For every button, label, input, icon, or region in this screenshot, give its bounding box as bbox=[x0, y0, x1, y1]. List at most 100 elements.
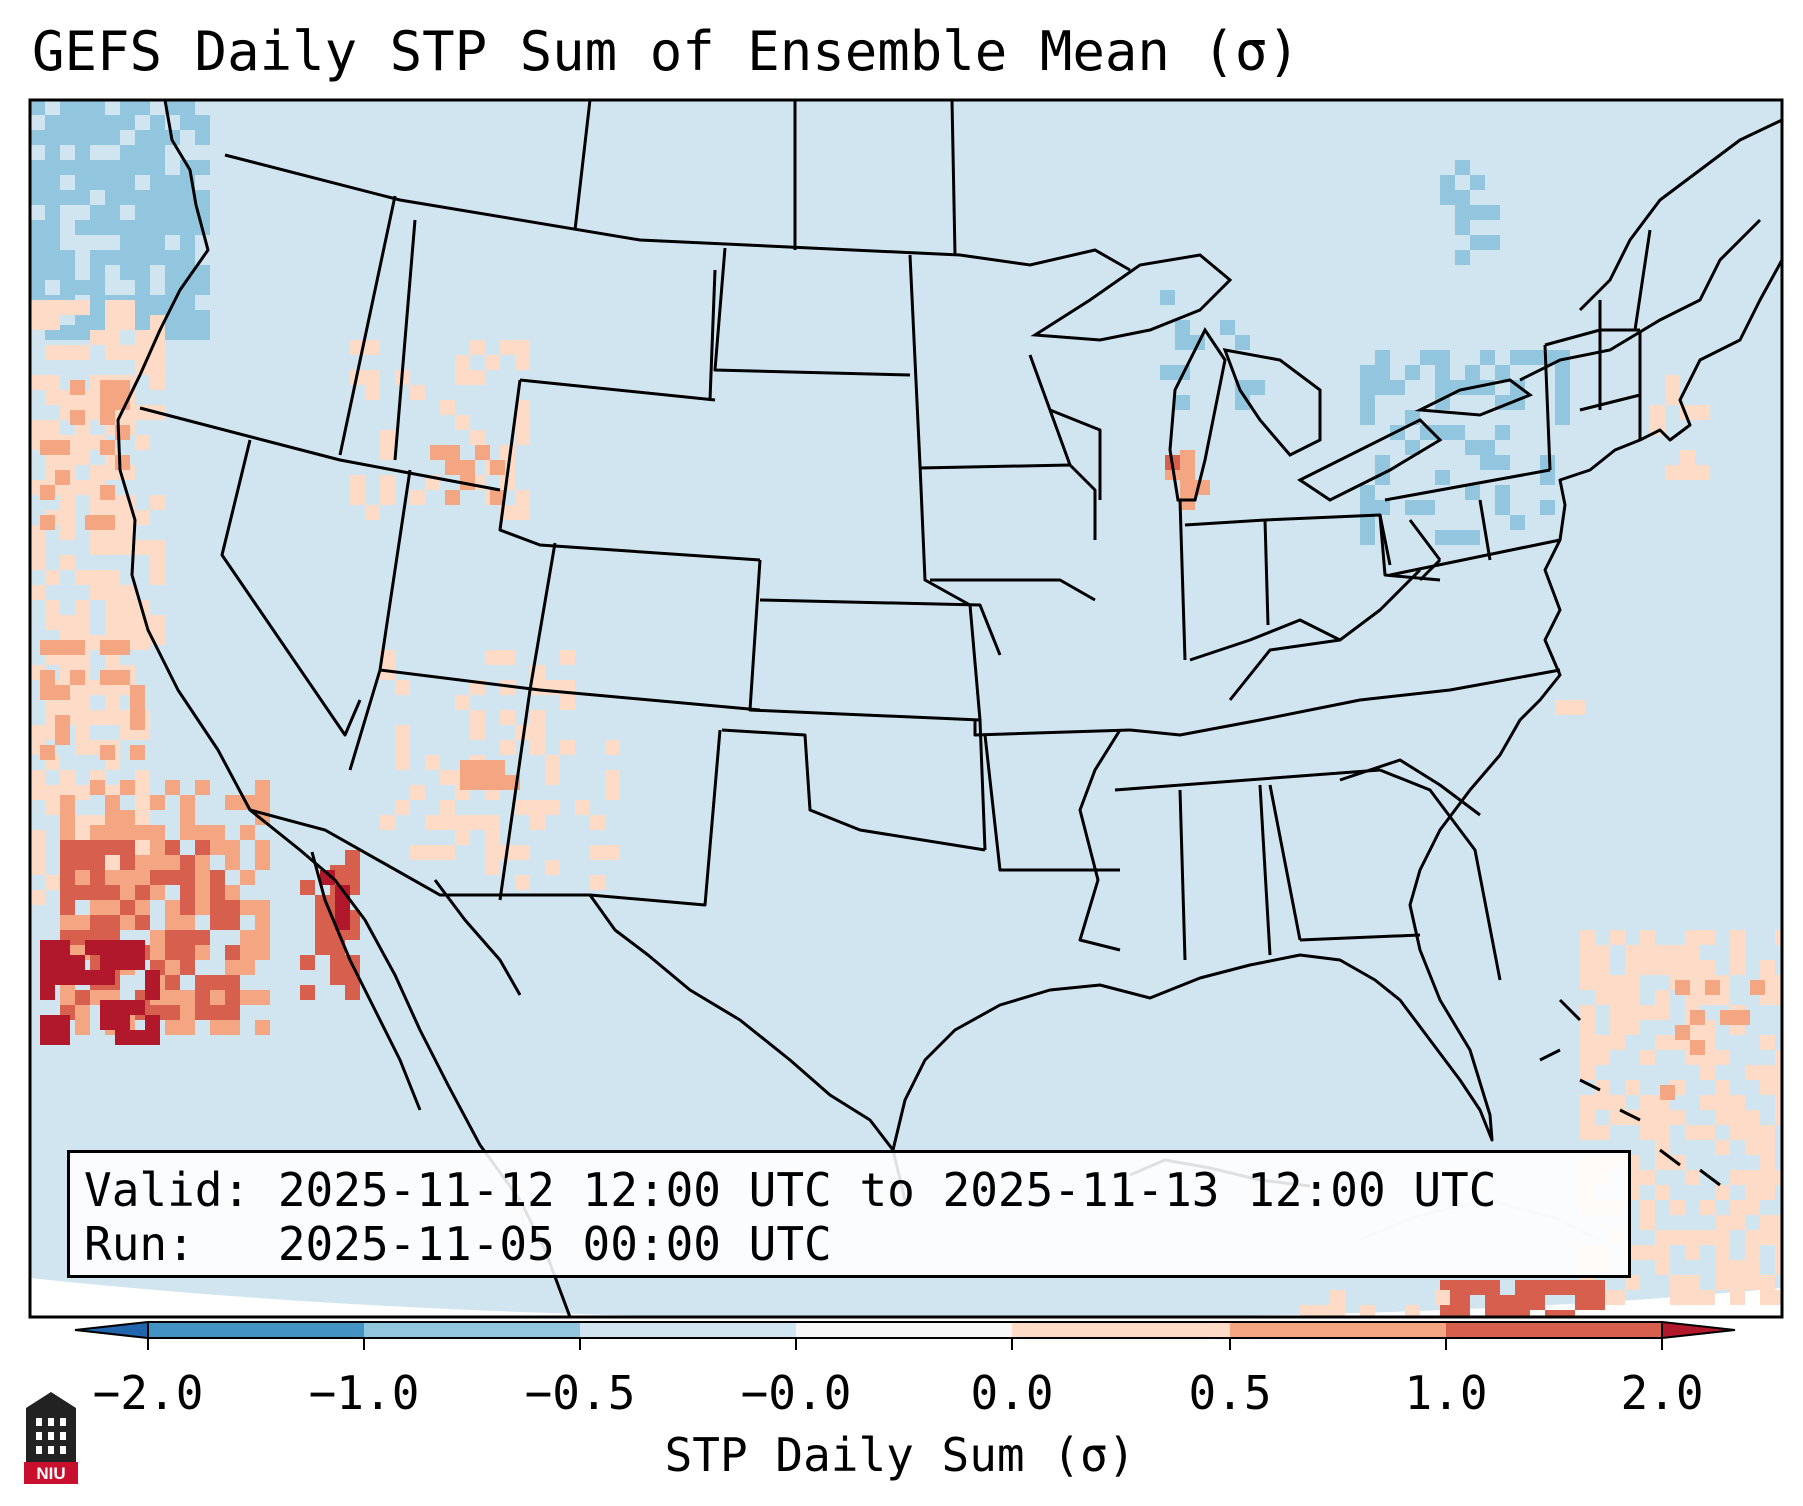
colorbar-extend-low bbox=[74, 1320, 149, 1340]
anomaly-cell bbox=[1405, 1305, 1420, 1317]
anomaly-cell bbox=[1775, 1065, 1782, 1080]
anomaly-cell bbox=[490, 760, 505, 775]
anomaly-cell bbox=[1375, 500, 1390, 515]
anomaly-cell bbox=[490, 775, 505, 790]
anomaly-cell bbox=[45, 615, 60, 630]
anomaly-cell bbox=[1515, 1310, 1530, 1317]
anomaly-cell bbox=[455, 830, 470, 845]
anomaly-cell bbox=[90, 540, 105, 555]
anomaly-cell bbox=[105, 570, 120, 585]
anomaly-cell bbox=[500, 445, 515, 460]
anomaly-cell bbox=[75, 840, 90, 855]
anomaly-cell bbox=[165, 900, 180, 915]
anomaly-cell bbox=[330, 940, 345, 955]
anomaly-cell bbox=[150, 930, 165, 945]
anomaly-cell bbox=[1640, 945, 1655, 960]
anomaly-cell bbox=[1330, 1305, 1345, 1317]
anomaly-cell bbox=[60, 990, 75, 1005]
anomaly-cell bbox=[1375, 455, 1390, 470]
anomaly-cell bbox=[90, 115, 105, 130]
anomaly-cell bbox=[1160, 365, 1175, 380]
anomaly-cell bbox=[410, 490, 425, 505]
anomaly-cell bbox=[1775, 1170, 1782, 1185]
anomaly-cell bbox=[195, 975, 210, 990]
anomaly-cell bbox=[605, 845, 620, 860]
anomaly-cell bbox=[500, 740, 515, 755]
anomaly-cell bbox=[1610, 1020, 1625, 1035]
anomaly-cell bbox=[1580, 1035, 1595, 1050]
anomaly-cell bbox=[105, 870, 120, 885]
anomaly-cell bbox=[45, 375, 60, 390]
anomaly-cell bbox=[1700, 1125, 1715, 1140]
anomaly-cell bbox=[1450, 530, 1465, 545]
anomaly-cell bbox=[100, 955, 115, 970]
anomaly-cell bbox=[210, 1005, 225, 1020]
anomaly-cell bbox=[470, 430, 485, 445]
colorbar-tick-label: −1.0 bbox=[308, 1366, 420, 1420]
anomaly-cell bbox=[395, 740, 410, 755]
anomaly-cell bbox=[60, 510, 75, 525]
anomaly-cell bbox=[365, 340, 380, 355]
anomaly-cell bbox=[135, 635, 150, 650]
anomaly-cell bbox=[135, 235, 150, 250]
anomaly-cell bbox=[1540, 500, 1555, 515]
anomaly-cell bbox=[150, 570, 165, 585]
anomaly-cell bbox=[1610, 990, 1625, 1005]
anomaly-cell bbox=[1685, 930, 1700, 945]
anomaly-cell bbox=[1175, 395, 1190, 410]
anomaly-cell bbox=[30, 555, 45, 570]
anomaly-cell bbox=[1610, 1290, 1625, 1305]
anomaly-cell bbox=[1540, 350, 1555, 365]
anomaly-cell bbox=[1455, 1310, 1470, 1317]
anomaly-cell bbox=[1435, 470, 1450, 485]
anomaly-cell bbox=[485, 845, 500, 860]
anomaly-cell bbox=[165, 1005, 180, 1020]
anomaly-cell bbox=[1640, 1245, 1655, 1260]
anomaly-cell bbox=[1610, 1005, 1625, 1020]
anomaly-cell bbox=[1545, 1310, 1560, 1317]
anomaly-cell bbox=[60, 900, 75, 915]
anomaly-cell bbox=[45, 570, 60, 585]
anomaly-cell bbox=[1745, 1230, 1760, 1245]
anomaly-cell bbox=[1655, 960, 1670, 975]
anomaly-cell bbox=[150, 375, 165, 390]
anomaly-cell bbox=[1375, 350, 1390, 365]
anomaly-cell bbox=[1695, 465, 1710, 480]
anomaly-cell bbox=[90, 310, 105, 325]
anomaly-cell bbox=[515, 355, 530, 370]
anomaly-cell bbox=[55, 955, 70, 970]
anomaly-cell bbox=[1455, 190, 1470, 205]
anomaly-cell bbox=[105, 160, 120, 175]
anomaly-cell bbox=[1435, 395, 1450, 410]
anomaly-cell bbox=[165, 855, 180, 870]
anomaly-cell bbox=[45, 300, 60, 315]
anomaly-cell bbox=[1455, 220, 1470, 235]
colorbar-extend-high bbox=[1661, 1320, 1736, 1340]
anomaly-cell bbox=[195, 945, 210, 960]
anomaly-cell bbox=[255, 795, 270, 810]
anomaly-cell bbox=[135, 160, 150, 175]
colorbar-tick-label: 2.0 bbox=[1620, 1366, 1704, 1420]
anomaly-cell bbox=[180, 100, 195, 115]
anomaly-cell bbox=[515, 400, 530, 415]
anomaly-cell bbox=[1405, 440, 1420, 455]
anomaly-cell bbox=[1760, 1170, 1775, 1185]
anomaly-cell bbox=[180, 915, 195, 930]
anomaly-cell bbox=[120, 620, 135, 635]
anomaly-cell bbox=[115, 380, 130, 395]
anomaly-cell bbox=[1515, 1295, 1530, 1310]
anomaly-cell bbox=[75, 115, 90, 130]
anomaly-cell bbox=[120, 315, 135, 330]
anomaly-cell bbox=[1680, 450, 1695, 465]
anomaly-cell bbox=[180, 990, 195, 1005]
anomaly-cell bbox=[530, 800, 545, 815]
anomaly-cell bbox=[1760, 1065, 1775, 1080]
anomaly-cell bbox=[210, 975, 225, 990]
anomaly-cell bbox=[1700, 1065, 1715, 1080]
anomaly-cell bbox=[365, 505, 380, 520]
anomaly-cell bbox=[195, 855, 210, 870]
anomaly-cell bbox=[1745, 1260, 1760, 1275]
anomaly-cell bbox=[515, 875, 530, 890]
anomaly-cell bbox=[1685, 1245, 1700, 1260]
colorbar-bin-neg0 bbox=[796, 1322, 1012, 1338]
